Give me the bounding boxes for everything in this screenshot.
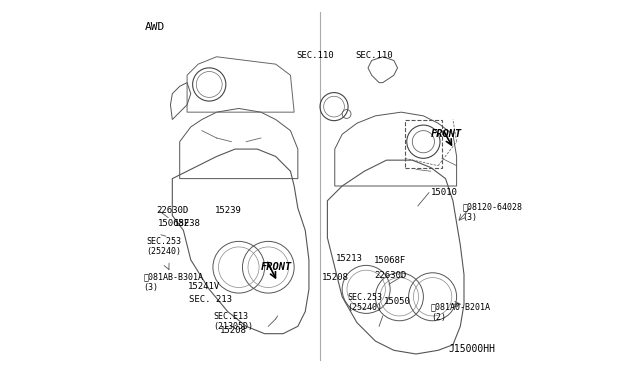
Text: FRONT: FRONT: [431, 129, 462, 139]
Text: 15010: 15010: [431, 188, 458, 197]
Text: SEC.253
(25240): SEC.253 (25240): [347, 293, 382, 312]
Text: 15241V: 15241V: [188, 282, 220, 291]
Text: 15068F: 15068F: [374, 256, 406, 265]
Text: SEC.110: SEC.110: [296, 51, 333, 60]
Text: ⓑ08120-64028
(3): ⓑ08120-64028 (3): [462, 203, 522, 222]
Text: SEC.253
(25240): SEC.253 (25240): [147, 237, 182, 256]
Text: 15208: 15208: [322, 273, 349, 282]
Text: 15050: 15050: [384, 297, 411, 306]
Text: 15068F: 15068F: [158, 219, 191, 228]
Text: 15208: 15208: [220, 326, 247, 335]
Text: 15238: 15238: [174, 219, 201, 228]
Text: 22630D: 22630D: [157, 206, 189, 215]
Text: 22630D: 22630D: [374, 271, 407, 280]
Text: SEC. 213: SEC. 213: [189, 295, 232, 304]
Text: AWD: AWD: [145, 22, 165, 32]
Text: 15213: 15213: [336, 254, 363, 263]
Text: J15000HH: J15000HH: [449, 344, 495, 354]
Text: ⓑ081AB-B301A
(3): ⓑ081AB-B301A (3): [143, 273, 204, 292]
Text: ⓑ081A0-B201A
(2): ⓑ081A0-B201A (2): [431, 302, 491, 322]
Text: SEC.E13
(21305D): SEC.E13 (21305D): [213, 311, 253, 331]
Text: FRONT: FRONT: [261, 262, 292, 272]
Text: 15239: 15239: [215, 206, 242, 215]
Text: SEC.110: SEC.110: [355, 51, 393, 60]
